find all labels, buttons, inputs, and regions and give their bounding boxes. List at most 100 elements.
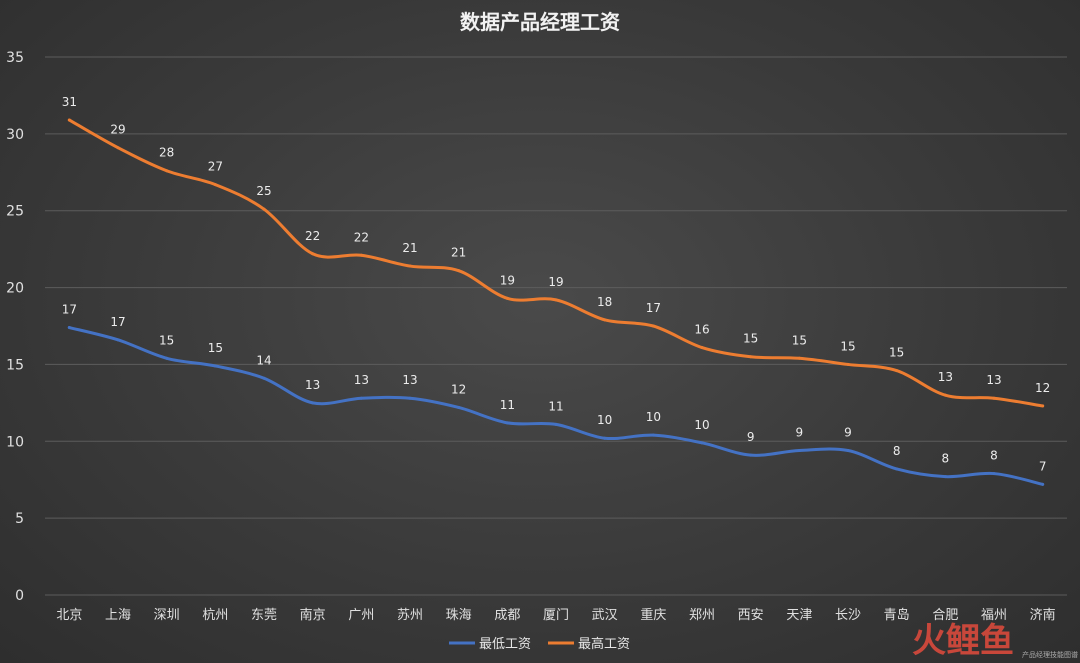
gridlines [45, 56, 1067, 596]
data-label: 22 [305, 229, 320, 243]
data-label: 13 [354, 373, 369, 387]
y-tick-label: 30 [6, 127, 24, 143]
x-tick-label: 成都 [494, 608, 520, 623]
data-point [846, 449, 850, 453]
y-tick-label: 10 [6, 434, 24, 450]
series-lines [67, 118, 1045, 486]
y-tick-label: 0 [15, 588, 24, 604]
data-label: 22 [354, 230, 369, 244]
x-tick-label: 武汉 [592, 608, 618, 623]
data-label: 12 [451, 382, 466, 396]
data-labels: 17 17 15 15 14 13 13 13 12 11 11 10 10 10 9 9 9 8 8 8 7 31 29 2… [62, 95, 1051, 473]
data-point [165, 169, 169, 173]
data-label: 14 [256, 353, 271, 367]
data-label: 11 [500, 398, 515, 412]
data-label: 7 [1039, 459, 1047, 473]
data-label: 19 [500, 273, 515, 287]
data-point [603, 436, 607, 440]
x-tick-label: 合肥 [932, 608, 958, 623]
data-label: 11 [548, 399, 563, 413]
data-point [895, 467, 899, 471]
data-point [311, 401, 315, 405]
legend-label-min: 最低工资 [479, 637, 531, 652]
legend-label-max: 最高工资 [578, 636, 630, 652]
y-tick-label: 25 [6, 204, 24, 220]
data-label: 25 [256, 184, 271, 198]
data-point [262, 207, 266, 211]
y-tick-label: 20 [6, 281, 24, 297]
x-tick-label: 青岛 [884, 607, 910, 623]
data-label: 15 [159, 333, 174, 347]
watermark-subtext: 产品经理技能图谱 [1022, 650, 1078, 659]
data-label: 13 [305, 378, 320, 392]
data-label: 15 [840, 339, 855, 353]
data-label: 17 [646, 301, 661, 315]
x-tick-label: 珠海 [446, 608, 472, 623]
data-point [895, 369, 899, 373]
data-point [1041, 404, 1045, 408]
data-point [505, 421, 509, 425]
x-tick-label: 长沙 [835, 608, 861, 623]
data-point [116, 146, 120, 150]
watermark-logo: 火鲤鱼 产品经理技能图谱 [912, 621, 1078, 661]
data-label: 15 [208, 341, 223, 355]
y-tick-label: 5 [15, 511, 24, 527]
data-point [992, 472, 996, 476]
x-tick-label: 福州 [981, 608, 1007, 623]
data-point [408, 264, 412, 268]
data-label: 21 [402, 241, 417, 255]
data-label: 10 [646, 410, 661, 424]
x-tick-label: 深圳 [154, 608, 180, 623]
data-point [213, 364, 217, 368]
data-label: 10 [597, 413, 612, 427]
data-point [846, 362, 850, 366]
data-label: 29 [110, 123, 125, 137]
data-label: 8 [942, 452, 950, 466]
data-point [797, 356, 801, 360]
data-label: 27 [208, 160, 223, 174]
data-label: 15 [743, 332, 758, 346]
data-point [359, 253, 363, 257]
data-point [700, 441, 704, 445]
data-label: 19 [548, 275, 563, 289]
data-point [943, 475, 947, 479]
data-point [700, 346, 704, 350]
data-point [457, 405, 461, 409]
x-tick-label: 上海 [105, 608, 131, 623]
x-tick-label: 济南 [1030, 607, 1056, 623]
data-point [505, 296, 509, 300]
data-point [797, 449, 801, 453]
data-point [457, 269, 461, 273]
data-label: 12 [1035, 381, 1050, 395]
data-point [67, 326, 71, 330]
data-point [67, 118, 71, 122]
data-point [992, 396, 996, 400]
data-point [603, 318, 607, 322]
data-point [554, 298, 558, 302]
data-point [651, 324, 655, 328]
data-point [943, 393, 947, 397]
x-tick-label: 西安 [738, 608, 764, 623]
x-axis-ticks: 北京 上海 深圳 杭州 东莞 南京 广州 苏州 珠海 成都 厦门 武汉 重庆 郑州 西安 天津 长沙 青岛 合肥 福州… [56, 607, 1055, 623]
data-point [1041, 482, 1045, 486]
data-point [359, 396, 363, 400]
data-label: 15 [889, 346, 904, 360]
x-tick-label: 重庆 [640, 607, 666, 623]
data-label: 8 [990, 449, 998, 463]
data-point [749, 453, 753, 457]
data-label: 28 [159, 146, 174, 160]
x-tick-label: 南京 [300, 607, 326, 623]
x-tick-label: 郑州 [689, 608, 715, 623]
data-label: 9 [796, 426, 804, 440]
y-tick-label: 35 [6, 50, 24, 66]
x-tick-label: 苏州 [397, 607, 423, 623]
data-point [213, 183, 217, 187]
legend: 最低工资 最高工资 [449, 636, 630, 652]
chart-title: 数据产品经理工资 [460, 10, 620, 34]
x-tick-label: 广州 [348, 608, 374, 623]
x-tick-label: 北京 [56, 608, 82, 623]
x-tick-label: 厦门 [543, 608, 569, 623]
data-label: 17 [62, 303, 77, 317]
data-point [262, 376, 266, 380]
x-tick-label: 东莞 [251, 608, 277, 623]
